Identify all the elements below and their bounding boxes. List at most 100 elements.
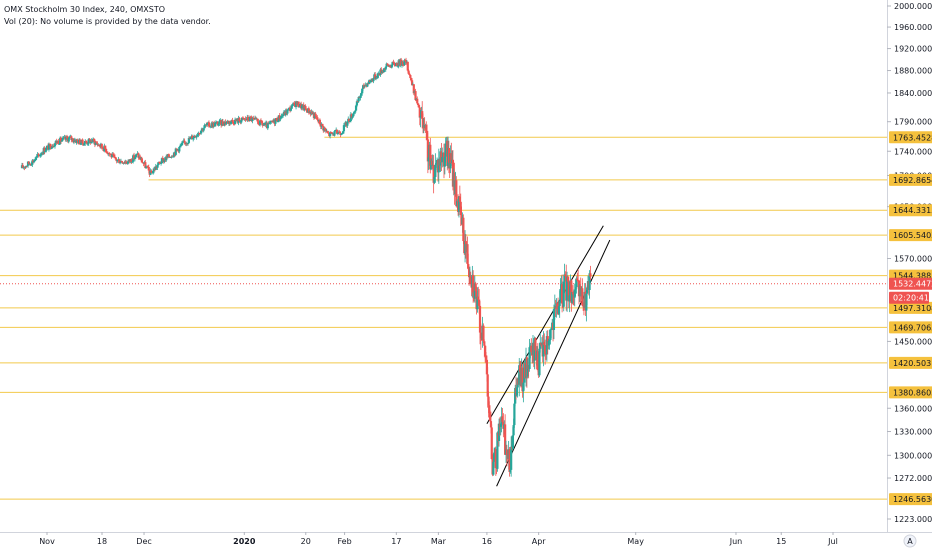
- candle-body: [326, 131, 329, 133]
- candle-body: [154, 166, 157, 170]
- time-tick-label: Feb: [337, 537, 351, 546]
- candle-body: [86, 143, 89, 145]
- candle-body: [430, 160, 434, 166]
- candle-body: [338, 131, 341, 134]
- time-tick-label: Mar: [431, 537, 447, 546]
- candle-body: [25, 166, 28, 167]
- candle-body: [108, 153, 111, 155]
- candle-body: [361, 88, 364, 94]
- candle-body: [366, 83, 369, 87]
- candle-body: [71, 138, 75, 142]
- chart-legend: OMX Stockholm 30 Index, 240, OMXSTO Vol …: [4, 4, 211, 27]
- candle-body: [518, 365, 521, 385]
- candle-body: [92, 138, 96, 141]
- candle-body: [244, 118, 247, 120]
- candle-body: [32, 160, 36, 163]
- candle-body: [218, 120, 221, 124]
- candle-body: [586, 287, 589, 294]
- candle-body: [557, 306, 560, 314]
- candle-body: [165, 156, 168, 161]
- price-tick-label: 1272.0000: [894, 474, 932, 483]
- candle-body: [534, 338, 537, 351]
- current-price-label: 1532.4472: [893, 280, 932, 289]
- candle-body: [354, 105, 358, 111]
- candle-body: [329, 132, 332, 136]
- candle-body: [315, 116, 318, 118]
- candle-body: [131, 161, 134, 163]
- candle-body: [576, 278, 579, 281]
- level-label: 1605.5403: [893, 231, 932, 240]
- candle-body: [434, 164, 437, 177]
- candle-body: [31, 160, 34, 165]
- candle-body: [440, 151, 443, 163]
- candle-body: [486, 374, 489, 397]
- candle-body: [145, 166, 148, 169]
- candle-body: [278, 115, 281, 120]
- candle-body: [485, 359, 489, 375]
- candle-body: [402, 64, 405, 66]
- candle-body: [257, 121, 260, 125]
- candle-body: [510, 446, 513, 470]
- candle-body: [477, 296, 480, 300]
- time-tick-label: Jun: [729, 537, 743, 546]
- level-label-bg: [889, 229, 932, 242]
- candle-body: [193, 135, 197, 137]
- candle-body: [518, 365, 522, 372]
- candle-body: [105, 148, 108, 153]
- candle-body: [34, 157, 37, 161]
- price-tick-label: 1790.0000: [894, 118, 932, 127]
- candle-body: [406, 61, 409, 71]
- candle-body: [388, 65, 392, 68]
- candle-body: [444, 143, 447, 157]
- candle-body: [280, 115, 283, 119]
- candle-body: [85, 141, 88, 143]
- level-label: 1644.3315: [893, 206, 932, 215]
- candle-body: [241, 117, 245, 119]
- candle-body: [497, 423, 501, 441]
- candle-body: [293, 102, 296, 105]
- candle-body: [515, 387, 518, 396]
- candle-body: [311, 111, 314, 115]
- candle-body: [101, 147, 104, 149]
- candle-body: [425, 132, 429, 140]
- candle-body: [403, 60, 406, 65]
- candle-body: [105, 152, 109, 154]
- candle-body: [538, 348, 541, 376]
- candle-body: [450, 153, 453, 164]
- candles: [20, 57, 592, 477]
- trendline: [496, 239, 611, 487]
- candle-body: [132, 155, 136, 159]
- candle-body: [30, 164, 33, 166]
- price-tick-label: 1300.0000: [894, 451, 932, 460]
- candle-body: [271, 121, 275, 123]
- candle-body: [513, 403, 516, 426]
- candle-body: [249, 116, 252, 118]
- candle-body: [585, 293, 588, 311]
- candle-body: [408, 73, 411, 76]
- symbol-title[interactable]: OMX Stockholm 30 Index, 240, OMXSTO: [4, 5, 166, 14]
- candle-body: [589, 273, 592, 277]
- candle-body: [29, 163, 32, 165]
- candle-body: [395, 63, 399, 66]
- candle-body: [410, 78, 413, 81]
- candle-body: [528, 347, 531, 370]
- candle-body: [213, 123, 217, 127]
- candle-body: [407, 70, 410, 74]
- candle-body: [369, 80, 372, 83]
- level-label: 1246.5630: [893, 495, 932, 504]
- candle-body: [118, 159, 121, 164]
- price-tick-label: 1920.0000: [894, 45, 932, 54]
- candle-body: [478, 305, 482, 333]
- candle-body: [229, 122, 232, 124]
- candle-body: [536, 351, 539, 371]
- candle-body: [232, 121, 235, 124]
- candle-body: [112, 154, 116, 157]
- candle-body: [372, 78, 375, 82]
- candle-body: [487, 396, 490, 406]
- candle-body: [401, 61, 404, 65]
- candle-body: [362, 85, 365, 89]
- candle-body: [216, 122, 219, 126]
- candle-body: [459, 201, 462, 216]
